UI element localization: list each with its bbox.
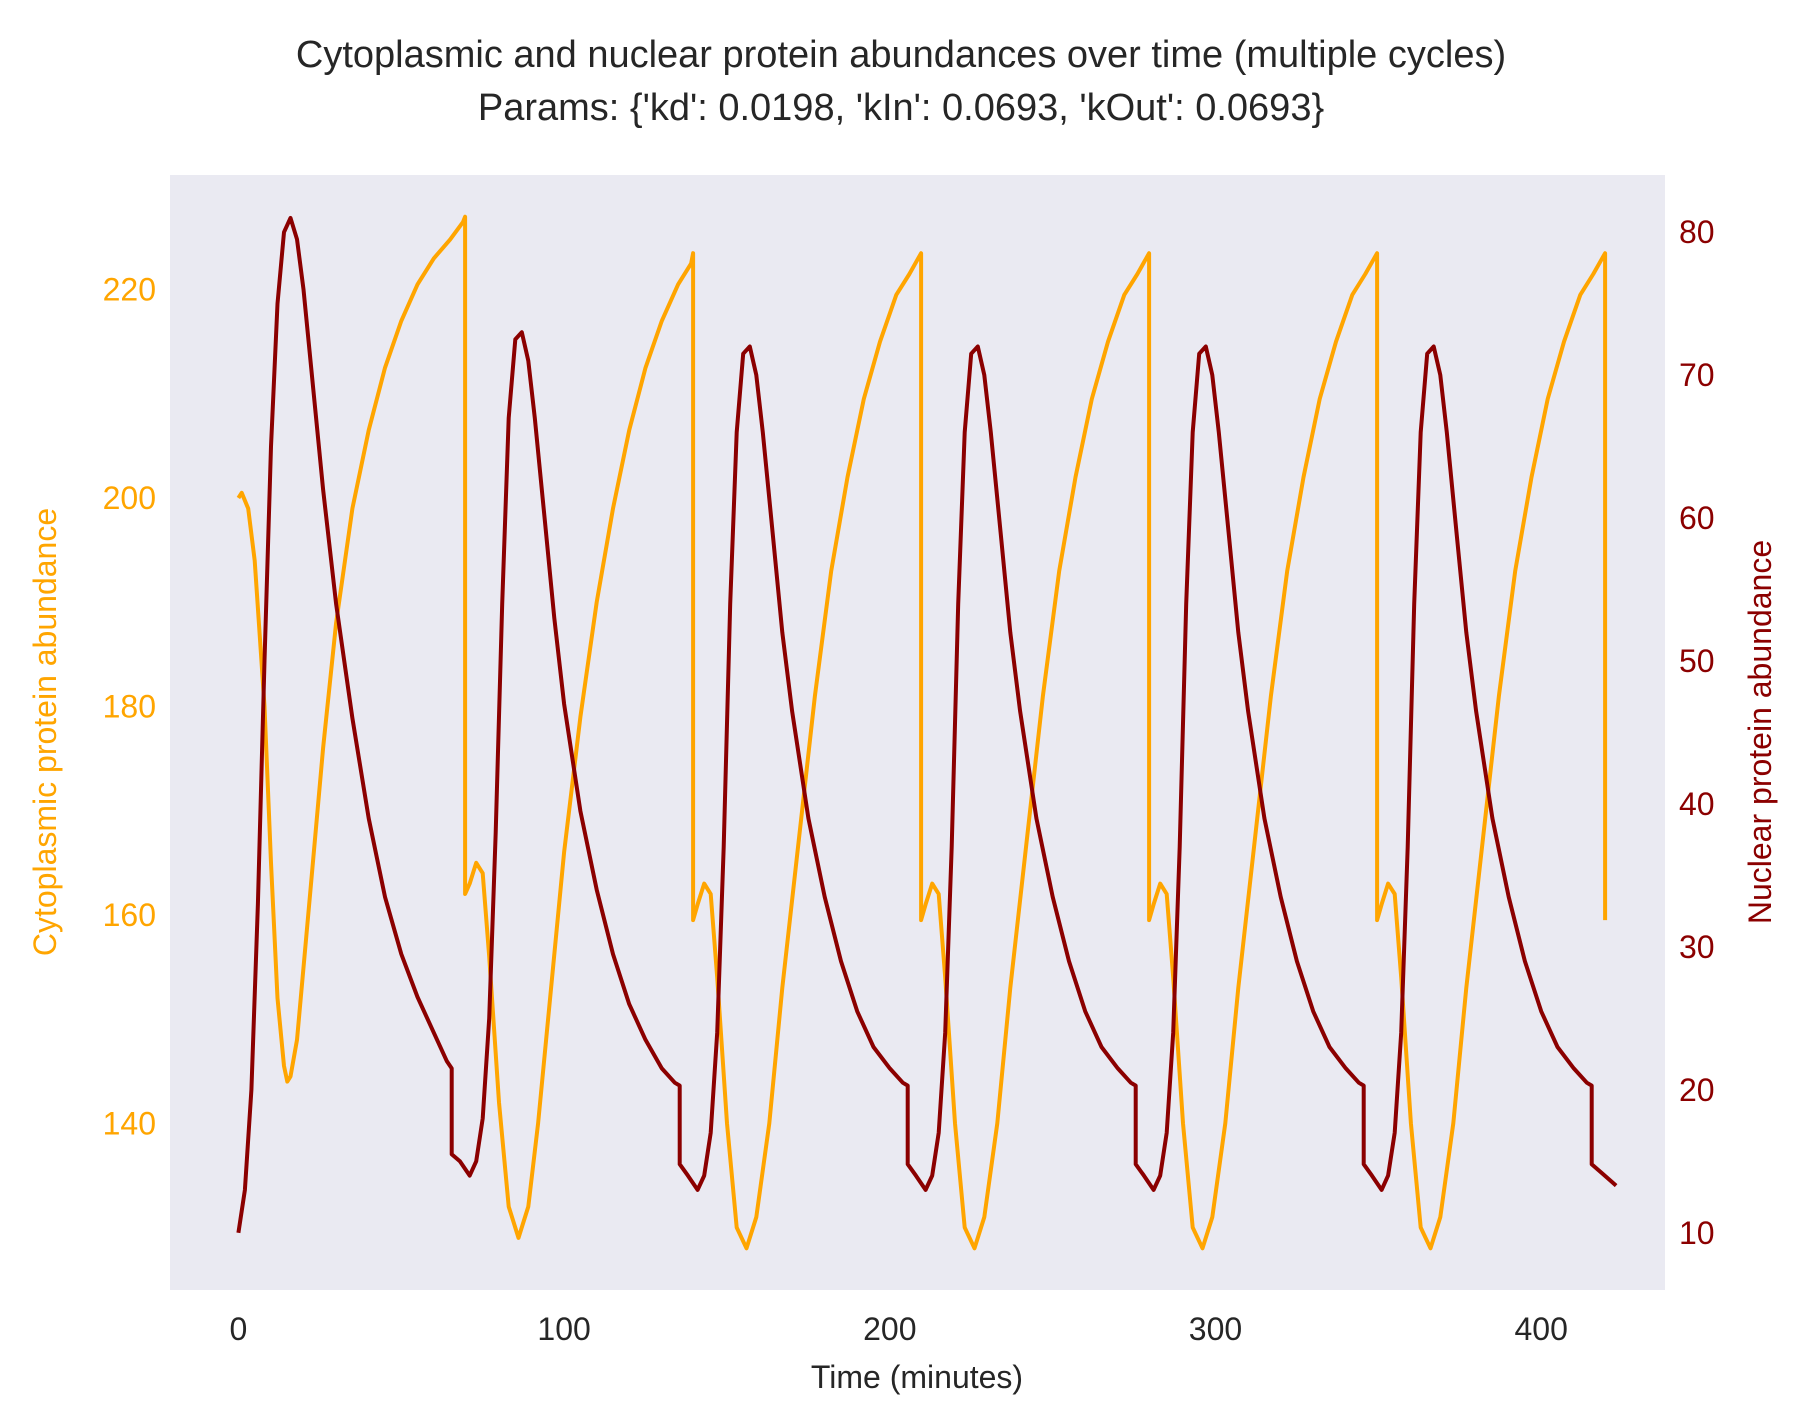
y-right-tick-label: 70	[1679, 357, 1715, 393]
series-line-cytoplasmic	[236, 214, 1608, 1251]
x-axis-ticks: 0 100 200 300 400	[230, 1311, 1568, 1347]
y-axis-left-label: Cytoplasmic protein abundance	[27, 508, 63, 956]
y-right-tick-label: 30	[1679, 929, 1715, 965]
series-line-nuclear	[236, 215, 1618, 1234]
x-tick-label: 400	[1515, 1311, 1568, 1347]
x-tick-label: 200	[863, 1311, 916, 1347]
y-left-tick-label: 200	[103, 480, 156, 516]
chart-title-group: Cytoplasmic and nuclear protein abundanc…	[296, 34, 1506, 129]
y-axis-right-label: Nuclear protein abundance	[1742, 540, 1778, 924]
y-right-tick-label: 20	[1679, 1072, 1715, 1108]
y-right-tick-label: 80	[1679, 214, 1715, 250]
chart-title: Cytoplasmic and nuclear protein abundanc…	[296, 34, 1506, 76]
x-tick-label: 100	[537, 1311, 590, 1347]
x-tick-label: 300	[1189, 1311, 1242, 1347]
y-left-tick-label: 140	[103, 1105, 156, 1141]
x-axis-label: Time (minutes)	[811, 1359, 1023, 1395]
plot-area	[170, 175, 1665, 1290]
y-axis-right-ticks: 10 20 30 40 50 60 70 80	[1679, 214, 1715, 1251]
x-tick-label: 0	[230, 1311, 248, 1347]
y-right-tick-label: 60	[1679, 500, 1715, 536]
y-right-tick-label: 10	[1679, 1215, 1715, 1251]
y-left-tick-label: 220	[103, 272, 156, 308]
chart-subtitle: Params: {'kd': 0.0198, 'kIn': 0.0693, 'k…	[478, 87, 1324, 129]
y-right-tick-label: 50	[1679, 643, 1715, 679]
y-right-tick-label: 40	[1679, 786, 1715, 822]
y-left-tick-label: 160	[103, 897, 156, 933]
series-lines	[236, 214, 1618, 1251]
y-left-tick-label: 180	[103, 688, 156, 724]
y-axis-left-ticks: 140 160 180 200 220	[103, 272, 156, 1142]
